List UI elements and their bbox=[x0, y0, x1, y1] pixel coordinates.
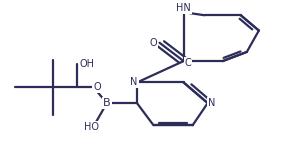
Text: HO: HO bbox=[84, 122, 99, 132]
Text: C: C bbox=[185, 58, 191, 68]
Text: B: B bbox=[103, 98, 111, 108]
Text: N: N bbox=[130, 77, 138, 88]
Text: N: N bbox=[208, 98, 215, 108]
Text: OH: OH bbox=[80, 59, 95, 69]
Text: HN: HN bbox=[176, 3, 191, 13]
Text: O: O bbox=[150, 38, 157, 48]
Text: O: O bbox=[93, 82, 101, 92]
